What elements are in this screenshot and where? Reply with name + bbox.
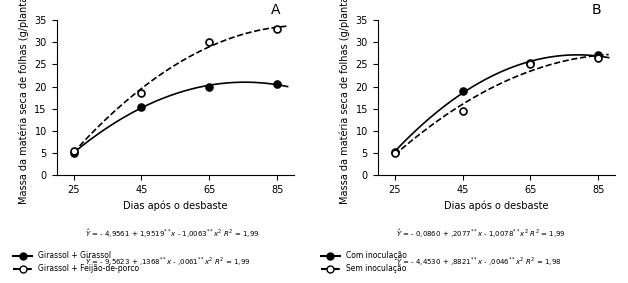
Text: A: A [271,3,280,17]
X-axis label: Dias após o desbaste: Dias após o desbaste [123,201,228,211]
Text: $\hat{Y}$ = - 4,9561 + 1,9519$^{**}$$x$ - 1,0063$^{**}$$x^2$ $R^2$ = 1,99: $\hat{Y}$ = - 4,9561 + 1,9519$^{**}$$x$ … [85,227,259,240]
Legend: Girassol + Girassol, Girassol + Feijão-de-porco: Girassol + Girassol, Girassol + Feijão-d… [10,248,143,276]
Y-axis label: Massa da matéria seca de folhas (g/planta): Massa da matéria seca de folhas (g/plant… [18,0,29,203]
X-axis label: Dias após o desbaste: Dias após o desbaste [444,201,549,211]
Text: $\hat{Y}$ = - 0,0860 + ,2077$^{**}$$x$ - 1,0078$^{**}$$x^2$ $R^2$ = 1,99: $\hat{Y}$ = - 0,0860 + ,2077$^{**}$$x$ -… [396,227,566,240]
Y-axis label: Massa da matéria seca de folhas (g/planta): Massa da matéria seca de folhas (g/plant… [339,0,350,203]
Text: $\hat{Y}$ = - 4,4530 + ,8821$^{**}$$x$ - ,0046$^{**}$$x^2$ $R^2$ = 1,98: $\hat{Y}$ = - 4,4530 + ,8821$^{**}$$x$ -… [396,256,561,268]
Text: $\hat{Y}$ = - 9,5623 + ,1368$^{**}$$x$ - ,0061$^{**}$$x^2$ $R^2$ = 1,99: $\hat{Y}$ = - 9,5623 + ,1368$^{**}$$x$ -… [85,256,251,268]
Legend: Com inoculação, Sem inoculação: Com inoculação, Sem inoculação [318,248,410,276]
Text: B: B [592,3,601,17]
